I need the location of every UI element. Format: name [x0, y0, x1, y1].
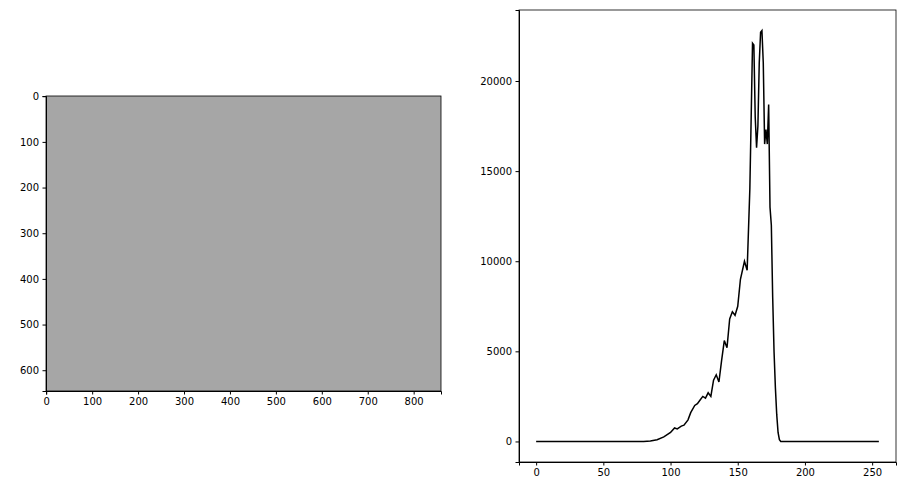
x-tick-mark [414, 391, 415, 395]
x-tick-label: 200 [129, 396, 148, 407]
x-tick: 250 [863, 462, 882, 478]
x-tick-mark [230, 391, 231, 395]
y-tick-mark [516, 171, 520, 172]
y-tick-mark [516, 261, 520, 262]
x-tick-label: 300 [175, 396, 194, 407]
x-tick-mark [276, 391, 277, 395]
x-tick: 300 [175, 391, 194, 407]
y-axis: 0 5000 10000 15000 20000 [480, 11, 519, 463]
y-tick-mark [43, 370, 47, 371]
y-tick-label: 0 [506, 436, 512, 447]
x-tick-mark [138, 391, 139, 395]
x-tick: 500 [267, 391, 286, 407]
y-tick-mark [43, 142, 47, 143]
x-tick: 700 [359, 391, 378, 407]
y-tick-label: 10000 [480, 256, 512, 267]
x-axis: 0 100 200 300 400 500 600 700 800 [44, 391, 442, 407]
x-tick-label: 0 [44, 396, 50, 407]
y-axis-line [516, 11, 520, 463]
plot-area [46, 96, 441, 391]
y-tick: 20000 [480, 76, 519, 87]
y-tick: 300 [20, 228, 46, 239]
x-tick-mark [603, 462, 604, 466]
x-tick-label: 700 [359, 396, 378, 407]
figure: 0100200300400500600700800010020030040050… [0, 0, 904, 500]
x-tick-mark [536, 462, 537, 466]
x-tick-mark [671, 462, 672, 466]
y-tick-mark [43, 188, 47, 189]
panel: 0 100 200 300 400 500 600 700 800 0 100 200 300 400 50… [20, 91, 442, 407]
y-tick: 5000 [487, 346, 519, 357]
x-tick: 150 [729, 462, 748, 478]
x-tick-label: 150 [729, 467, 748, 478]
x-tick-label: 500 [267, 396, 286, 407]
x-tick: 200 [129, 391, 148, 407]
y-tick-label: 200 [20, 182, 39, 193]
x-tick-label: 200 [796, 467, 815, 478]
y-tick: 0 [33, 91, 46, 102]
y-tick-label: 100 [20, 137, 39, 148]
y-tick-label: 600 [20, 365, 39, 376]
x-tick-label: 50 [597, 467, 610, 478]
frame [519, 10, 896, 462]
x-tick: 50 [597, 462, 610, 478]
image [46, 96, 441, 391]
y-tick-label: 500 [20, 319, 39, 330]
y-tick: 500 [20, 319, 46, 330]
y-tick-label: 400 [20, 274, 39, 285]
x-tick-mark [872, 462, 873, 466]
x-tick-mark [805, 462, 806, 466]
y-tick-mark [43, 325, 47, 326]
x-tick: 800 [405, 391, 424, 407]
y-tick: 400 [20, 274, 46, 285]
x-tick: 600 [313, 391, 332, 407]
x-axis: 0 50 100 150 200 250 [520, 462, 897, 478]
y-tick: 100 [20, 137, 46, 148]
y-tick-mark [516, 441, 520, 442]
y-tick-label: 0 [33, 91, 39, 102]
x-tick-mark [92, 391, 93, 395]
x-tick: 0 [44, 391, 50, 407]
x-axis-line [520, 463, 897, 466]
x-tick: 200 [796, 462, 815, 478]
x-tick-mark [184, 391, 185, 395]
y-tick-mark [43, 96, 47, 97]
y-tick: 15000 [480, 166, 519, 177]
x-tick-label: 0 [533, 467, 539, 478]
line [536, 31, 879, 442]
y-axis-line [43, 97, 47, 392]
y-tick: 0 [506, 436, 519, 447]
y-tick: 600 [20, 365, 46, 376]
y-tick-label: 15000 [480, 166, 512, 177]
x-tick-mark [738, 462, 739, 466]
x-tick: 0 [533, 462, 539, 478]
y-tick-label: 20000 [480, 76, 512, 87]
plot-area [536, 31, 879, 442]
x-tick-label: 600 [313, 396, 332, 407]
x-tick: 100 [661, 462, 680, 478]
x-tick-label: 800 [405, 396, 424, 407]
x-tick: 100 [83, 391, 102, 407]
frame [46, 96, 441, 391]
x-tick-mark [322, 391, 323, 395]
x-tick-label: 100 [661, 467, 680, 478]
y-axis: 0 100 200 300 400 500 600 [20, 91, 47, 392]
y-tick-mark [516, 351, 520, 352]
y-tick-label: 300 [20, 228, 39, 239]
x-tick-label: 100 [83, 396, 102, 407]
panel: 0 50 100 150 200 250 0 5000 10000 15000 20000 [480, 10, 896, 478]
y-tick-label: 5000 [487, 346, 512, 357]
x-axis-line [47, 392, 442, 395]
y-tick-mark [43, 233, 47, 234]
y-tick-mark [43, 279, 47, 280]
y-tick-mark [516, 81, 520, 82]
x-tick-mark [368, 391, 369, 395]
y-tick: 10000 [480, 256, 519, 267]
x-tick: 400 [221, 391, 240, 407]
y-tick: 200 [20, 182, 46, 193]
x-tick-label: 250 [863, 467, 882, 478]
x-tick-label: 400 [221, 396, 240, 407]
